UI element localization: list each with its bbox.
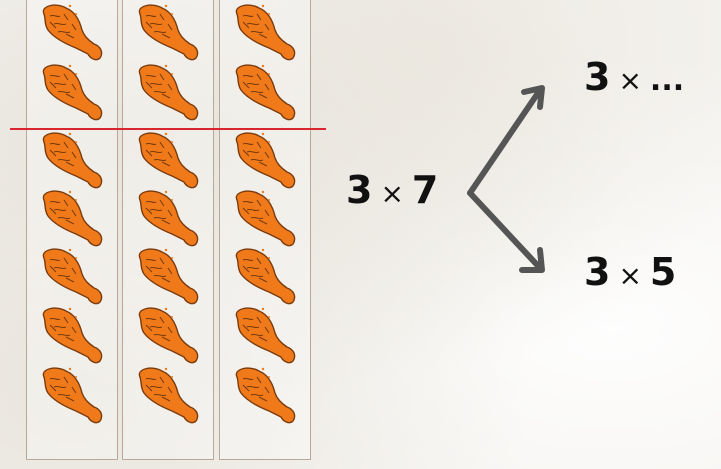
arrow-down (467, 190, 543, 271)
main-operator: × (380, 177, 404, 210)
bottom-factor-a: 3 (584, 250, 611, 294)
chicken-drumstick-icon (229, 248, 299, 306)
split-line (10, 128, 326, 130)
bottom-expression: 3 × 5 (584, 250, 676, 294)
chicken-drumstick-icon (229, 190, 299, 248)
main-expression: 3 × 7 (346, 168, 438, 212)
chicken-drumstick-icon (132, 4, 202, 62)
chicken-drumstick-icon (132, 64, 202, 122)
chicken-drumstick-icon (132, 190, 202, 248)
top-factor-b: ... (649, 63, 685, 98)
chicken-drumstick-icon (36, 248, 106, 306)
chicken-drumstick-icon (132, 132, 202, 190)
bottom-factor-b: 5 (649, 250, 677, 294)
chicken-drumstick-icon (132, 248, 202, 306)
bottom-operator: × (618, 259, 642, 292)
top-factor-a: 3 (584, 55, 611, 99)
chicken-drumstick-icon (132, 307, 202, 365)
top-operator: × (618, 64, 642, 97)
chicken-drumstick-icon (36, 64, 106, 122)
chicken-drumstick-icon (36, 4, 106, 62)
chicken-drumstick-icon (132, 367, 202, 425)
chicken-drumstick-icon (229, 367, 299, 425)
chicken-drumstick-icon (36, 132, 106, 190)
arrow-down-head (519, 247, 545, 273)
top-expression: 3 ×... (584, 55, 684, 99)
main-factor-b: 7 (411, 168, 439, 212)
chicken-drumstick-icon (229, 4, 299, 62)
arrow-up (467, 87, 543, 196)
chicken-drumstick-icon (36, 190, 106, 248)
chicken-drumstick-icon (229, 132, 299, 190)
chicken-drumstick-icon (229, 307, 299, 365)
main-factor-a: 3 (346, 168, 373, 212)
chicken-drumstick-icon (36, 367, 106, 425)
chicken-drumstick-icon (36, 307, 106, 365)
chicken-drumstick-icon (229, 64, 299, 122)
arrow-up-head (521, 85, 545, 110)
